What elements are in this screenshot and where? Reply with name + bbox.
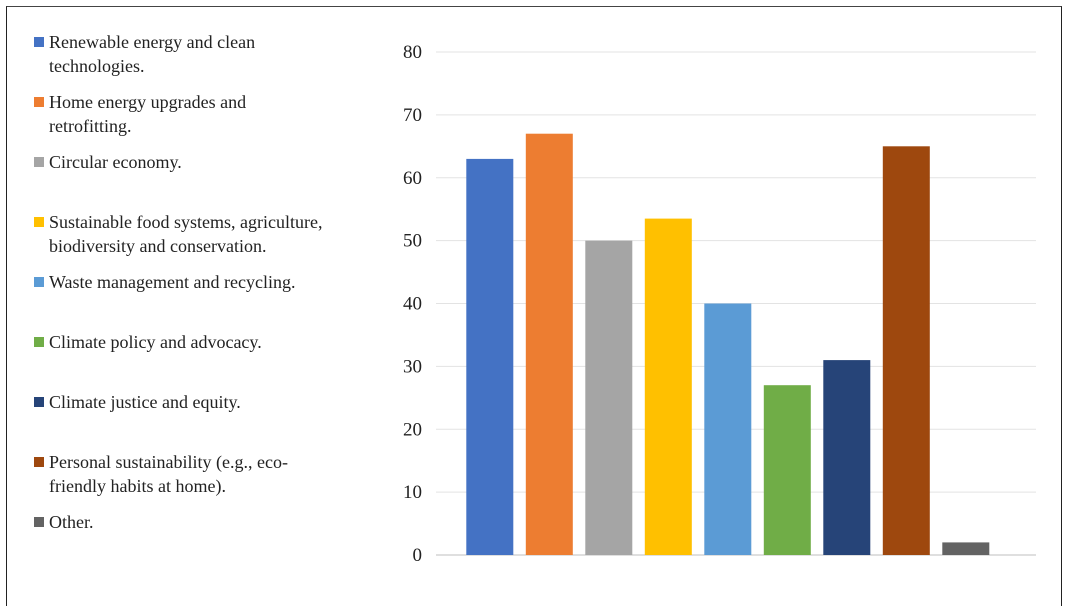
y-tick-label: 80 <box>403 42 422 63</box>
bar <box>942 542 990 555</box>
legend-swatch <box>34 517 44 527</box>
bars <box>466 133 990 556</box>
bar <box>704 303 752 555</box>
legend-label: Home energy upgrades and retrofitting. <box>49 92 247 136</box>
legend-swatch <box>34 97 44 107</box>
legend-label: Sustainable food systems, agriculture, bi… <box>49 212 323 256</box>
legend-item: Waste management and recycling. <box>34 270 394 294</box>
legend-swatch <box>34 157 44 167</box>
legend-label: Waste management and recycling. <box>49 272 296 292</box>
legend-label: Other. <box>49 512 94 532</box>
bar <box>823 360 871 555</box>
y-tick-label: 50 <box>403 231 422 252</box>
y-tick-label: 30 <box>403 356 422 377</box>
legend-item: Personal sustainability (e.g., eco-frien… <box>34 450 394 498</box>
legend-swatch <box>34 277 44 287</box>
legend-swatch <box>34 457 44 467</box>
y-tick-label: 40 <box>403 294 422 315</box>
bar <box>882 146 930 556</box>
bar <box>466 158 514 555</box>
legend-item: Climate justice and equity. <box>34 390 394 414</box>
legend-item: Other. <box>34 510 394 534</box>
legend-swatch <box>34 217 44 227</box>
legend-item: Sustainable food systems, agriculture, bi… <box>34 210 394 258</box>
y-tick-label: 0 <box>413 545 423 566</box>
legend-label: Climate justice and equity. <box>49 392 241 412</box>
bar <box>525 133 573 555</box>
y-axis: 0 10 20 30 40 50 60 70 80 <box>403 42 422 566</box>
legend-item: Renewable energy and clean technologies. <box>34 30 394 78</box>
legend-swatch <box>34 397 44 407</box>
y-tick-label: 60 <box>403 168 422 189</box>
legend-label: Personal sustainability (e.g., eco-frien… <box>49 452 288 496</box>
legend-swatch <box>34 337 44 347</box>
bar <box>585 240 633 555</box>
bar <box>763 385 811 555</box>
legend-item: Climate policy and advocacy. <box>34 330 394 354</box>
y-tick-label: 20 <box>403 419 422 440</box>
legend-label: Climate policy and advocacy. <box>49 332 262 352</box>
legend-label: Renewable energy and clean technologies. <box>49 32 256 76</box>
y-tick-label: 70 <box>403 105 422 126</box>
bar <box>644 218 692 555</box>
legend-item: Circular economy. <box>34 150 394 174</box>
legend-item: Home energy upgrades and retrofitting. <box>34 90 394 138</box>
legend-swatch <box>34 37 44 47</box>
legend-label: Circular economy. <box>49 152 182 172</box>
y-tick-label: 10 <box>403 482 422 503</box>
chart-frame <box>6 6 1062 606</box>
